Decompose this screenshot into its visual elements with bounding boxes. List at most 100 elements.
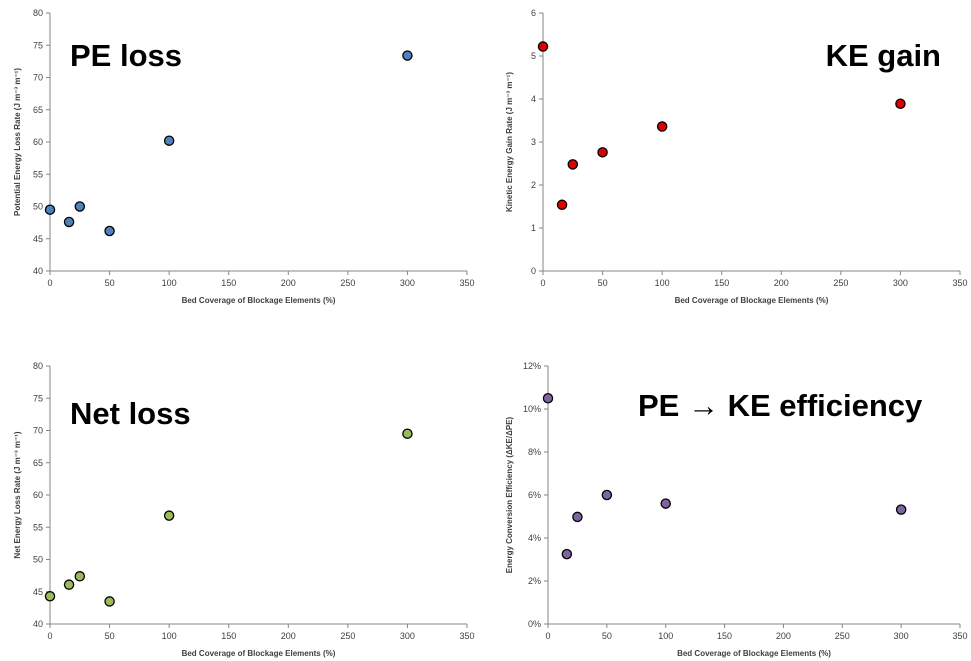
y-tick-label: 5 <box>531 51 536 61</box>
x-tick-label: 300 <box>400 278 415 288</box>
data-point <box>561 548 573 560</box>
y-tick-label: 4% <box>528 533 541 543</box>
x-tick-label: 350 <box>952 631 967 641</box>
y-tick-label: 80 <box>33 361 43 371</box>
data-point <box>74 201 86 212</box>
x-tick-label: 350 <box>952 278 967 288</box>
x-tick-label: 50 <box>598 278 608 288</box>
data-point <box>44 591 56 602</box>
chart-title: Net loss <box>70 396 191 431</box>
x-tick-label: 150 <box>714 278 729 288</box>
x-tick-label: 300 <box>894 631 909 641</box>
x-tick-label: 250 <box>833 278 848 288</box>
y-tick-label: 2 <box>531 180 536 190</box>
y-tick-label: 6% <box>528 490 541 500</box>
y-tick-label: 75 <box>33 393 43 403</box>
x-tick-label: 300 <box>893 278 908 288</box>
y-tick-label: 70 <box>33 73 43 83</box>
data-point <box>556 199 568 211</box>
data-point <box>656 121 668 132</box>
y-tick-label: 45 <box>33 234 43 244</box>
x-tick-label: 50 <box>105 631 115 641</box>
y-tick-label: 65 <box>33 105 43 115</box>
x-tick-label: 250 <box>835 631 850 641</box>
x-tick-label: 150 <box>221 278 236 288</box>
x-axis-title: Bed Coverage of Blockage Elements (%) <box>182 649 336 658</box>
data-point <box>163 135 175 146</box>
x-tick-label: 200 <box>776 631 791 641</box>
data-point <box>44 204 56 215</box>
y-tick-label: 75 <box>33 40 43 50</box>
y-tick-label: 2% <box>528 576 541 586</box>
y-axis-title: Energy Conversion Efficiency (ΔKE/ΔPE) <box>505 416 514 573</box>
y-tick-label: 50 <box>33 202 43 212</box>
x-tick-label: 300 <box>400 631 415 641</box>
x-tick-label: 50 <box>105 278 115 288</box>
y-tick-label: 40 <box>33 266 43 276</box>
data-point <box>567 159 579 170</box>
chart-title: PE loss <box>70 38 182 73</box>
y-tick-label: 3 <box>531 137 536 147</box>
data-point <box>402 50 413 61</box>
y-tick-label: 60 <box>33 137 43 147</box>
x-axis-title: Bed Coverage of Blockage Elements (%) <box>675 296 829 305</box>
data-point <box>163 510 175 521</box>
x-tick-label: 250 <box>340 631 355 641</box>
y-tick-label: 4 <box>531 94 536 104</box>
data-point <box>63 579 75 590</box>
y-tick-label: 65 <box>33 458 43 468</box>
x-tick-label: 100 <box>658 631 673 641</box>
y-tick-label: 10% <box>523 404 541 414</box>
y-tick-label: 0% <box>528 619 541 629</box>
data-point <box>104 596 115 607</box>
x-tick-label: 0 <box>545 631 550 641</box>
x-tick-label: 350 <box>459 631 474 641</box>
data-point <box>537 41 549 52</box>
data-point <box>104 225 115 237</box>
y-axis-title: Kinetic Energy Gain Rate (J m⁻³ m⁻¹) <box>505 72 514 212</box>
y-tick-label: 0 <box>531 266 536 276</box>
y-tick-label: 55 <box>33 522 43 532</box>
chart-pe-loss: 0 50 100 150 200 250 300 350 40 45 50 55 60 65 70 75 80 B… <box>13 8 475 305</box>
chart-efficiency: 0 50 100 150 200 250 300 350 0% 2% 4% 6% 8% 10% 12% Bed… <box>505 361 968 658</box>
y-tick-label: 70 <box>33 426 43 436</box>
y-tick-label: 6 <box>531 8 536 18</box>
data-point <box>74 571 86 582</box>
chart-title: KE gain <box>826 38 941 73</box>
x-tick-label: 100 <box>162 278 177 288</box>
data-point <box>63 216 75 228</box>
data-point <box>660 498 671 509</box>
data-point <box>572 511 583 523</box>
x-tick-label: 150 <box>717 631 732 641</box>
x-axis-title: Bed Coverage of Blockage Elements (%) <box>182 296 336 305</box>
x-tick-label: 200 <box>281 278 296 288</box>
data-point <box>601 489 613 501</box>
data-point <box>597 147 608 158</box>
y-tick-label: 8% <box>528 447 541 457</box>
y-tick-label: 80 <box>33 8 43 18</box>
chart-title: PE → KE efficiency <box>638 388 923 423</box>
chart-net-loss: 0 50 100 150 200 250 300 350 40 45 50 55 60 65 70 75 80 B… <box>13 361 475 658</box>
y-tick-label: 55 <box>33 169 43 179</box>
chart-ke-gain: 0 50 100 150 200 250 300 350 0 1 2 3 4 5 6 Bed Coverage… <box>505 8 968 305</box>
data-point <box>895 98 906 109</box>
y-tick-label: 1 <box>531 223 536 233</box>
y-tick-label: 12% <box>523 361 541 371</box>
y-tick-label: 50 <box>33 555 43 565</box>
data-point <box>542 392 554 404</box>
data-point <box>895 504 907 515</box>
y-tick-label: 40 <box>33 619 43 629</box>
data-point <box>402 428 413 439</box>
x-tick-label: 0 <box>47 631 52 641</box>
x-tick-label: 200 <box>774 278 789 288</box>
y-axis-title: Net Energy Loss Rate (J m⁻³ m⁻¹) <box>13 431 22 558</box>
y-tick-label: 60 <box>33 490 43 500</box>
x-tick-label: 200 <box>281 631 296 641</box>
x-tick-label: 100 <box>655 278 670 288</box>
x-tick-label: 50 <box>602 631 612 641</box>
x-axis-title: Bed Coverage of Blockage Elements (%) <box>677 649 831 658</box>
x-tick-label: 100 <box>162 631 177 641</box>
x-tick-label: 0 <box>540 278 545 288</box>
x-tick-label: 0 <box>47 278 52 288</box>
